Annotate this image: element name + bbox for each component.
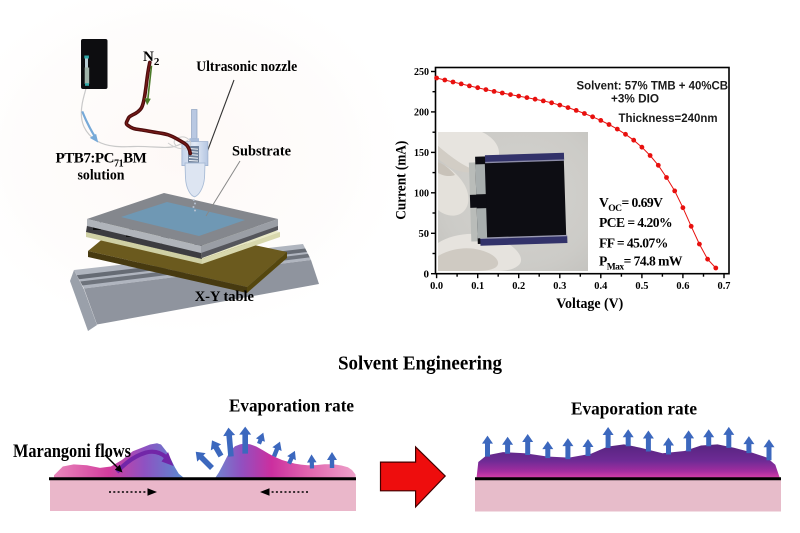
svg-text:50: 50	[419, 228, 430, 240]
svg-text:0.1: 0.1	[471, 280, 484, 292]
svg-text:Current (mA): Current (mA)	[394, 141, 410, 220]
svg-text:Thickness=240nm: Thickness=240nm	[619, 111, 718, 125]
svg-text:Marangoni flows: Marangoni flows	[13, 442, 131, 462]
svg-text:0.6: 0.6	[676, 280, 689, 292]
svg-text:100: 100	[414, 187, 429, 199]
svg-text:0.5: 0.5	[635, 280, 648, 292]
svg-text:0.2: 0.2	[512, 280, 525, 292]
svg-text:Evaporation rate: Evaporation rate	[571, 399, 697, 419]
svg-text:0.4: 0.4	[594, 280, 607, 292]
svg-text:PTB7:PC71BM: PTB7:PC71BM	[56, 151, 147, 170]
svg-text:solution: solution	[78, 168, 126, 184]
svg-text:250: 250	[414, 66, 429, 78]
svg-text:Ultrasonic nozzle: Ultrasonic nozzle	[196, 59, 297, 75]
svg-text:150: 150	[414, 147, 429, 159]
svg-text:0.7: 0.7	[718, 280, 731, 292]
svg-text:0.3: 0.3	[553, 280, 566, 292]
svg-text:Voltage (V): Voltage (V)	[556, 296, 623, 312]
svg-text:Solvent Engineering: Solvent Engineering	[338, 354, 502, 375]
svg-text:X-Y table: X-Y table	[195, 289, 255, 305]
svg-text:200: 200	[414, 107, 429, 119]
svg-text:FF = 45.07%: FF = 45.07%	[599, 236, 668, 251]
svg-text:+3% DIO: +3% DIO	[611, 91, 659, 105]
svg-text:0: 0	[424, 268, 430, 280]
svg-text:Solvent: 57% TMB + 40%CB: Solvent: 57% TMB + 40%CB	[577, 78, 729, 92]
svg-text:0.0: 0.0	[430, 280, 443, 292]
svg-text:PCE = 4.20%: PCE = 4.20%	[599, 215, 672, 230]
svg-text:Substrate: Substrate	[232, 144, 291, 160]
svg-text:Evaporation rate: Evaporation rate	[229, 396, 354, 416]
